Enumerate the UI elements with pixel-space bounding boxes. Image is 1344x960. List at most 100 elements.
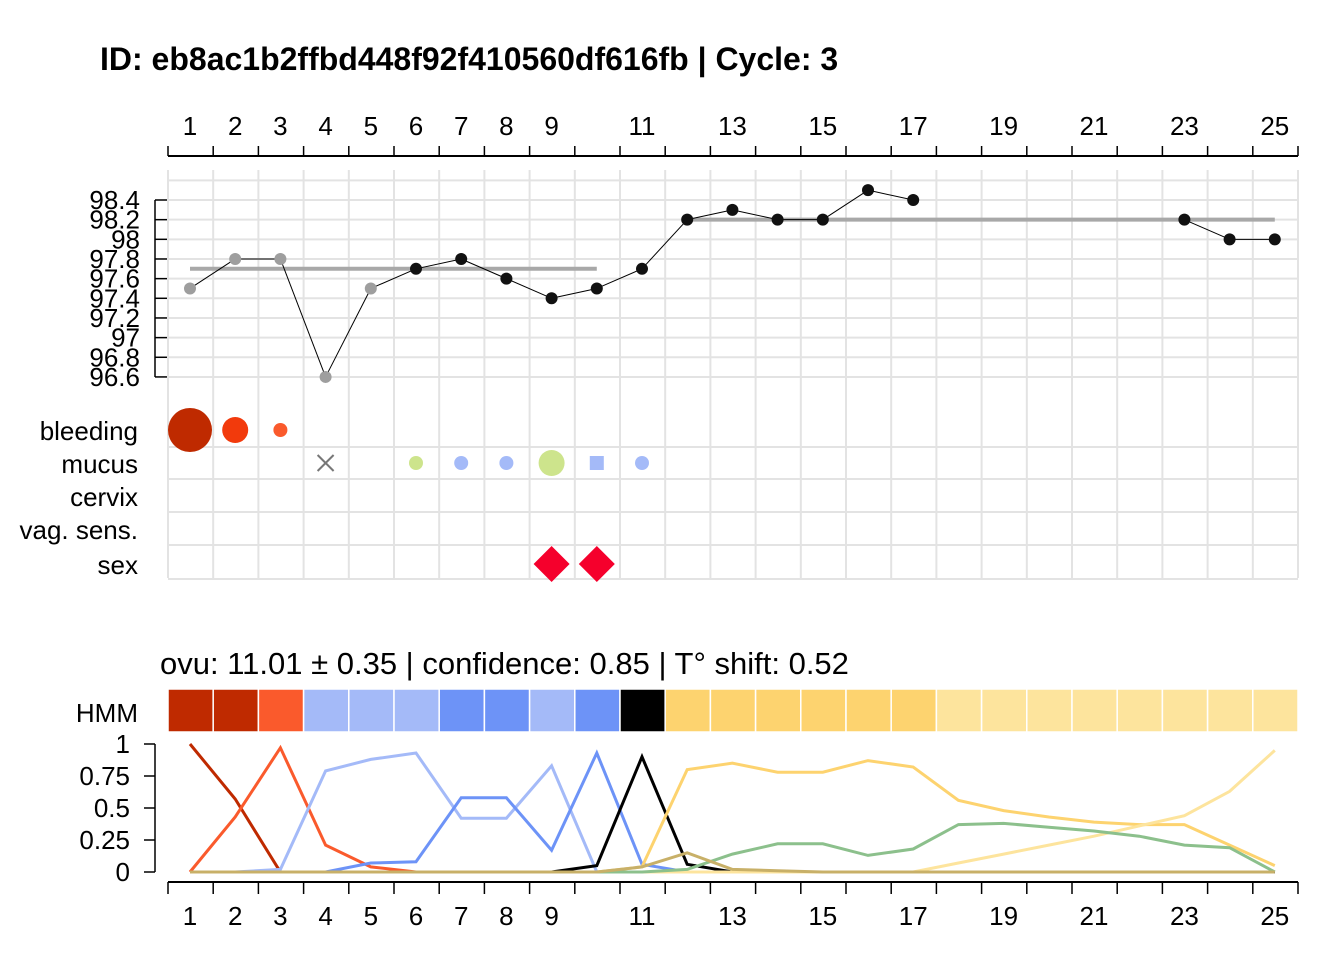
- top-day-tick-label: 5: [364, 111, 378, 141]
- bottom-day-tick-label: 3: [273, 901, 287, 931]
- temp-line-segment: [189, 258, 236, 289]
- hmm-cell: [619, 688, 666, 733]
- bottom-day-tick-label: 17: [899, 901, 928, 931]
- top-day-tick-label: 11: [629, 111, 656, 141]
- hmm-cell: [1206, 688, 1254, 733]
- temp-line-segment: [279, 258, 327, 378]
- hmm-cell: [1026, 688, 1073, 733]
- top-day-axis: 1 2 3 4 5 6 7 8 9 11 13 15 17 19 21 23 25: [167, 111, 1299, 157]
- hmm-cell: [754, 688, 802, 733]
- temp-line-segment: [641, 219, 688, 270]
- hmm-cell: [890, 688, 938, 733]
- temp-line-segment: [325, 288, 372, 378]
- prob-tick-label: 0.25: [79, 825, 130, 855]
- top-day-tick-label: 3: [273, 111, 287, 141]
- temp-point: [455, 252, 468, 265]
- temp-point: [1178, 213, 1191, 226]
- bottom-day-tick-label: 2: [228, 901, 242, 931]
- prob-tick-label: 0.75: [79, 761, 130, 791]
- top-day-tick-label: 7: [454, 111, 468, 141]
- temp-point: [907, 194, 920, 206]
- hmm-cell: [1252, 688, 1299, 733]
- bottom-day-tick-label: 8: [499, 901, 513, 931]
- hmm-cell: [980, 688, 1028, 733]
- hmm-cell: [393, 688, 440, 733]
- temp-point: [274, 252, 287, 265]
- mucus-mark: [454, 456, 469, 470]
- temp-point: [319, 370, 332, 383]
- mucus-mark: [316, 454, 335, 472]
- mucus-mark: [538, 450, 565, 476]
- temp-tick-label: 96.8: [89, 342, 140, 372]
- top-day-tick-label: 19: [989, 111, 1018, 141]
- temp-tick-label: 97.2: [89, 303, 140, 333]
- top-grid: [167, 170, 1299, 580]
- hmm-cell: [348, 688, 395, 733]
- temp-line-segment: [551, 287, 597, 299]
- prob-tick-label: 1: [116, 729, 130, 759]
- observation-row-label: sex: [98, 550, 138, 580]
- hmm-cell: [1161, 688, 1209, 733]
- temp-tick-label: 98.4: [89, 185, 140, 215]
- hmm-cell: [935, 688, 983, 733]
- temp-tick-label: 97.6: [89, 264, 140, 294]
- bottom-day-tick-label: 19: [989, 901, 1018, 931]
- observation-row-label: mucus: [61, 449, 138, 479]
- bottom-day-tick-label: 25: [1260, 901, 1289, 931]
- top-day-tick-label: 13: [718, 111, 747, 141]
- temp-line-segment: [687, 209, 733, 221]
- temp-line-segment: [596, 268, 643, 289]
- temp-point: [590, 282, 603, 295]
- observation-row-label: bleeding: [40, 416, 138, 446]
- top-day-tick-label: 9: [544, 111, 558, 141]
- hmm-label: HMM: [76, 698, 138, 728]
- prob-tick-label: 0: [116, 857, 130, 887]
- top-day-tick-label: 8: [499, 111, 513, 141]
- temp-point: [500, 272, 513, 285]
- temp-tick-label: 98: [111, 224, 140, 254]
- bleeding-mark: [168, 408, 212, 452]
- top-day-tick-label: 23: [1170, 111, 1199, 141]
- state-probability-panel: 00.250.50.751: [79, 729, 1276, 887]
- temp-point: [364, 282, 377, 295]
- observation-row-label: vag. sens.: [19, 515, 138, 545]
- bottom-day-tick-label: 15: [808, 901, 837, 931]
- top-day-tick-label: 17: [899, 111, 928, 141]
- temp-line-segment: [370, 268, 417, 289]
- temp-tick-label: 97: [111, 323, 140, 353]
- sex-mark: [578, 546, 615, 582]
- prob-tick-label: 0.5: [94, 793, 130, 823]
- hmm-cell: [483, 688, 531, 733]
- temp-line-segment: [822, 189, 869, 221]
- hmm-cell: [845, 688, 892, 733]
- bottom-day-tick-label: 13: [718, 901, 747, 931]
- temperature-series: [184, 184, 1281, 383]
- bottom-day-tick-label: 4: [318, 901, 332, 931]
- bottom-day-tick-label: 7: [454, 901, 468, 931]
- hmm-cell: [709, 688, 757, 733]
- bottom-day-tick-label: 6: [409, 901, 423, 931]
- temp-line-segment: [732, 209, 778, 221]
- hmm-cell: [212, 688, 260, 733]
- temp-tick-label: 97.8: [89, 244, 140, 274]
- temp-point: [771, 213, 784, 226]
- hmm-cell: [1116, 688, 1164, 733]
- bottom-day-tick-label: 9: [544, 901, 558, 931]
- cross-stroke: [316, 454, 335, 472]
- temp-tick-label: 97.4: [89, 283, 140, 313]
- top-day-tick-label: 2: [228, 111, 242, 141]
- top-day-tick-label: 21: [1080, 111, 1109, 141]
- temp-line-segment: [415, 258, 462, 270]
- bottom-day-tick-label: 23: [1170, 901, 1199, 931]
- mucus-mark: [589, 456, 604, 470]
- temp-point: [636, 262, 648, 275]
- bottom-day-tick-label: 21: [1080, 901, 1109, 931]
- temp-point: [862, 184, 874, 197]
- mucus-mark: [409, 456, 423, 470]
- hmm-cell: [574, 688, 621, 733]
- temp-point: [681, 213, 694, 226]
- bottom-day-axis: 1 2 3 4 5 6 7 8 9 11 13 15 17 19 21 23 25: [167, 881, 1299, 931]
